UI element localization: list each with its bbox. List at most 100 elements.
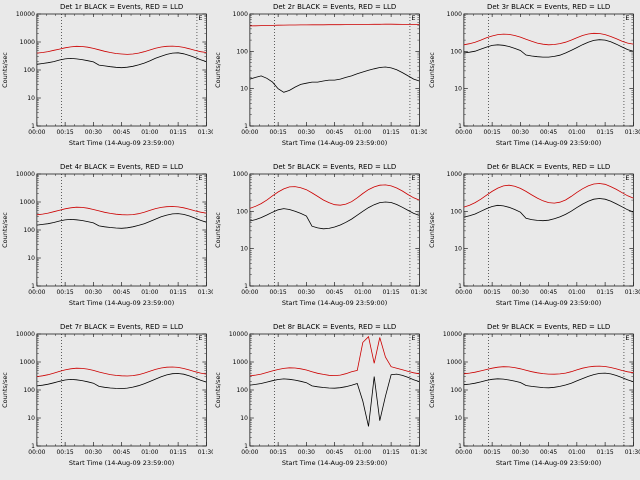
x-tick-label: 00:45 <box>540 289 557 296</box>
y-tick-label: 1 <box>31 283 35 290</box>
plot-det-1r: Det 1r BLACK = Events, RED = LLD Counts/s… <box>0 0 213 160</box>
x-tick-label: 00:15 <box>483 449 500 456</box>
plot-frame <box>249 13 421 127</box>
series-events-line <box>250 201 420 230</box>
y-tick-label: 1 <box>244 123 248 130</box>
x-tick-label: 00:45 <box>540 129 557 136</box>
x-tick-label: 01:30 <box>411 129 427 136</box>
chart-svg: Det 7r BLACK = Events, RED = LLD Counts/s… <box>1 323 213 467</box>
plot-frame <box>463 173 634 287</box>
series-events-line <box>250 66 420 93</box>
plot-det-9r: Det 9r BLACK = Events, RED = LLD Counts/s… <box>427 320 640 480</box>
y-tick-label: 10000 <box>443 331 462 338</box>
y-tick-label: 100 <box>450 387 462 394</box>
chart-svg: Det 2r BLACK = Events, RED = LLD Counts/s… <box>214 3 427 147</box>
annotation-E: E <box>198 334 202 342</box>
x-tick-label: 01:30 <box>624 449 640 456</box>
annotation-E: E <box>412 334 416 342</box>
x-axis-label: Start Time (14-Aug-09 23:59:00) <box>282 299 387 307</box>
y-tick-label: 1 <box>31 123 35 130</box>
chart-title: Det 4r BLACK = Events, RED = LLD <box>60 163 183 171</box>
plot-det-3r: Det 3r BLACK = Events, RED = LLD Counts/s… <box>427 0 640 160</box>
plot-det-4r: Det 4r BLACK = Events, RED = LLD Counts/s… <box>0 160 213 320</box>
x-tick-label: 00:30 <box>85 289 102 296</box>
series-lld-line <box>463 365 634 375</box>
y-axis-label: Counts/sec <box>428 212 436 248</box>
x-axis-label: Start Time (14-Aug-09 23:59:00) <box>496 299 601 307</box>
y-tick-label: 100 <box>237 387 249 394</box>
annotation-E: E <box>625 334 629 342</box>
y-tick-label: 10000 <box>229 331 248 338</box>
x-tick-label: 00:45 <box>326 129 343 136</box>
series-events-line <box>36 52 207 69</box>
chart-title: Det 3r BLACK = Events, RED = LLD <box>487 3 610 11</box>
x-tick-label: 01:30 <box>411 449 427 456</box>
y-tick-label: 10 <box>454 246 462 253</box>
chart-svg: Det 8r BLACK = Events, RED = LLD Counts/s… <box>214 323 427 467</box>
plot-det-8r: Det 8r BLACK = Events, RED = LLD Counts/s… <box>213 320 426 480</box>
x-tick-label: 00:45 <box>326 289 343 296</box>
x-tick-label: 00:15 <box>57 289 74 296</box>
x-tick-label: 00:45 <box>113 129 130 136</box>
x-tick-label: 00:15 <box>483 129 500 136</box>
y-tick-label: 10 <box>27 255 35 262</box>
y-tick-label: 100 <box>237 208 249 215</box>
y-tick-label: 1000 <box>233 11 248 18</box>
y-tick-label: 1 <box>458 123 462 130</box>
x-tick-label: 01:00 <box>141 449 158 456</box>
x-tick-label: 00:15 <box>57 449 74 456</box>
y-tick-label: 1000 <box>20 199 35 206</box>
chart-title: Det 1r BLACK = Events, RED = LLD <box>60 3 183 11</box>
y-tick-label: 1000 <box>233 359 248 366</box>
chart-svg: Det 1r BLACK = Events, RED = LLD Counts/s… <box>1 3 213 147</box>
x-tick-label: 01:15 <box>383 289 400 296</box>
plot-frame <box>36 173 207 287</box>
chart-title: Det 8r BLACK = Events, RED = LLD <box>273 323 396 331</box>
annotation-E: E <box>625 14 629 22</box>
y-tick-label: 100 <box>23 227 35 234</box>
x-tick-label: 01:00 <box>568 129 585 136</box>
x-tick-label: 00:45 <box>113 449 130 456</box>
series-lld-line <box>250 184 420 209</box>
x-tick-label: 00:15 <box>270 449 287 456</box>
x-tick-label: 01:00 <box>355 129 372 136</box>
x-tick-label: 00:00 <box>28 449 45 456</box>
x-tick-label: 00:30 <box>85 129 102 136</box>
chart-svg: Det 6r BLACK = Events, RED = LLD Counts/s… <box>428 163 640 307</box>
y-tick-label: 1 <box>458 283 462 290</box>
y-tick-label: 1000 <box>20 39 35 46</box>
plot-det-5r: Det 5r BLACK = Events, RED = LLD Counts/s… <box>213 160 426 320</box>
plot-det-7r: Det 7r BLACK = Events, RED = LLD Counts/s… <box>0 320 213 480</box>
x-tick-label: 01:30 <box>624 289 640 296</box>
x-tick-label: 00:30 <box>298 289 315 296</box>
y-tick-label: 10 <box>454 86 462 93</box>
x-tick-label: 00:15 <box>57 129 74 136</box>
x-tick-label: 01:15 <box>383 129 400 136</box>
y-axis-label: Counts/sec <box>428 372 436 408</box>
series-lld-line <box>250 23 420 27</box>
y-tick-label: 100 <box>23 387 35 394</box>
chart-title: Det 6r BLACK = Events, RED = LLD <box>487 163 610 171</box>
chart-svg: Det 5r BLACK = Events, RED = LLD Counts/s… <box>214 163 426 307</box>
x-axis-label: Start Time (14-Aug-09 23:59:00) <box>69 299 174 307</box>
y-axis-label: Counts/sec <box>1 372 9 408</box>
chart-title: Det 2r BLACK = Events, RED = LLD <box>273 3 396 11</box>
x-tick-label: 00:00 <box>28 129 45 136</box>
y-tick-label: 1 <box>31 443 35 450</box>
series-events-line <box>463 372 634 389</box>
x-tick-label: 01:15 <box>596 449 613 456</box>
annotation-E: E <box>412 14 416 22</box>
x-tick-label: 00:30 <box>511 129 528 136</box>
y-tick-label: 100 <box>23 67 35 74</box>
plot-frame <box>249 173 421 287</box>
series-lld-line <box>36 366 207 377</box>
chart-title: Det 5r BLACK = Events, RED = LLD <box>273 163 396 171</box>
x-tick-label: 00:00 <box>242 129 259 136</box>
plot-frame <box>249 333 421 447</box>
series-events-line <box>36 373 207 390</box>
x-axis-label: Start Time (14-Aug-09 23:59:00) <box>496 459 601 467</box>
plot-frame <box>36 13 207 127</box>
x-tick-label: 00:30 <box>511 449 528 456</box>
y-tick-label: 1000 <box>446 171 461 178</box>
plot-frame <box>463 333 634 447</box>
